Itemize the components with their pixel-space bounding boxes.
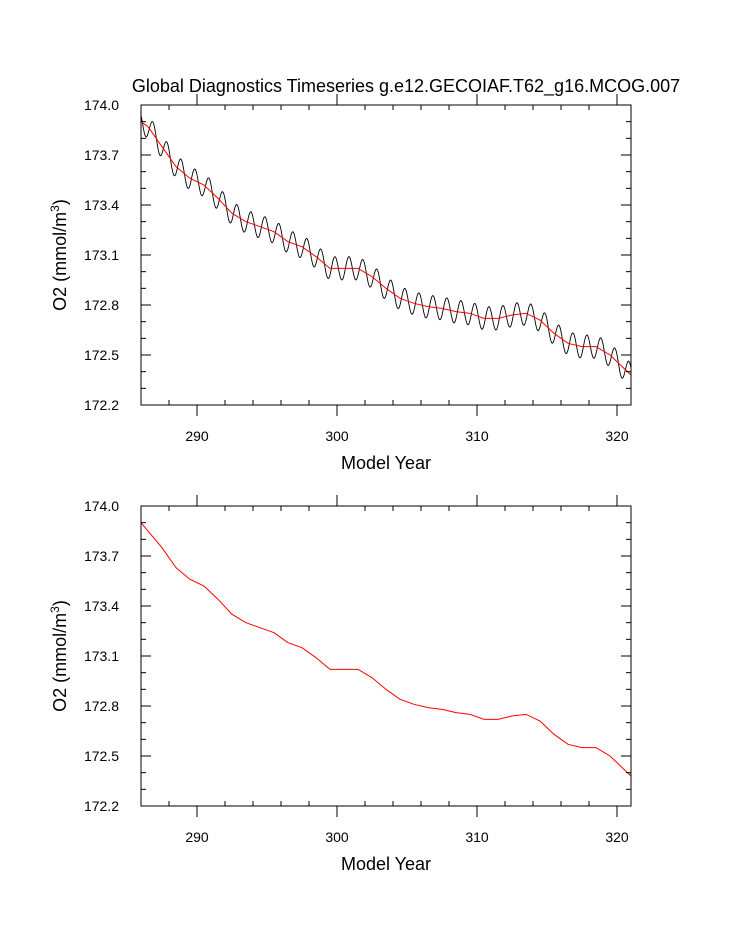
xtick-label: 300	[325, 428, 349, 444]
xtick-label: 290	[185, 829, 209, 845]
xtick-label: 320	[605, 428, 629, 444]
plot-frame	[140, 104, 632, 406]
x-axis-label: Model Year	[341, 854, 431, 874]
y-axis-label-main: O2 (mmol/m	[50, 212, 70, 311]
xtick-label: 290	[185, 428, 209, 444]
ytick-label: 172.2	[84, 397, 119, 413]
y-axis-label-close: )	[50, 199, 70, 205]
chart-title: Global Diagnostics Timeseries g.e12.GECO…	[132, 76, 680, 97]
y-axis-label: O2 (mmol/m3)	[48, 199, 70, 311]
ytick-label: 174.0	[84, 498, 119, 514]
xtick-label: 320	[605, 829, 629, 845]
x-axis-label: Model Year	[341, 453, 431, 473]
series-line-monthly	[141, 114, 631, 379]
ytick-label: 172.5	[84, 748, 119, 764]
ytick-label: 174.0	[84, 97, 119, 113]
xtick-label: 310	[465, 829, 489, 845]
y-axis-label-close: )	[50, 600, 70, 606]
series-group	[141, 114, 631, 379]
ytick-label: 173.4	[84, 598, 119, 614]
plot-frame	[140, 505, 632, 807]
xtick-label: 310	[465, 428, 489, 444]
ytick-label: 172.8	[84, 297, 119, 313]
ytick-label: 173.7	[84, 548, 119, 564]
ytick-label: 172.8	[84, 698, 119, 714]
ytick-label: 172.2	[84, 798, 119, 814]
y-axis-label-main: O2 (mmol/m	[50, 613, 70, 712]
y-axis-label-superscript: 3	[48, 205, 62, 212]
series-group	[141, 522, 631, 777]
ytick-label: 173.1	[84, 648, 119, 664]
ytick-label: 172.5	[84, 347, 119, 363]
xtick-label: 300	[325, 829, 349, 845]
chart-top: Global Diagnostics Timeseries g.e12.GECO…	[48, 76, 680, 473]
series-line-annual-mean	[141, 121, 631, 376]
ytick-label: 173.1	[84, 247, 119, 263]
ytick-label: 173.4	[84, 197, 119, 213]
y-axis-label: O2 (mmol/m3)	[48, 600, 70, 712]
y-axis-label-superscript: 3	[48, 606, 62, 613]
ytick-label: 173.7	[84, 147, 119, 163]
series-line-annual-mean	[141, 522, 631, 777]
chart-bottom: 172.2 172.5 172.8 173.1 173.4 173.7 174.0 290 30…	[48, 495, 632, 874]
